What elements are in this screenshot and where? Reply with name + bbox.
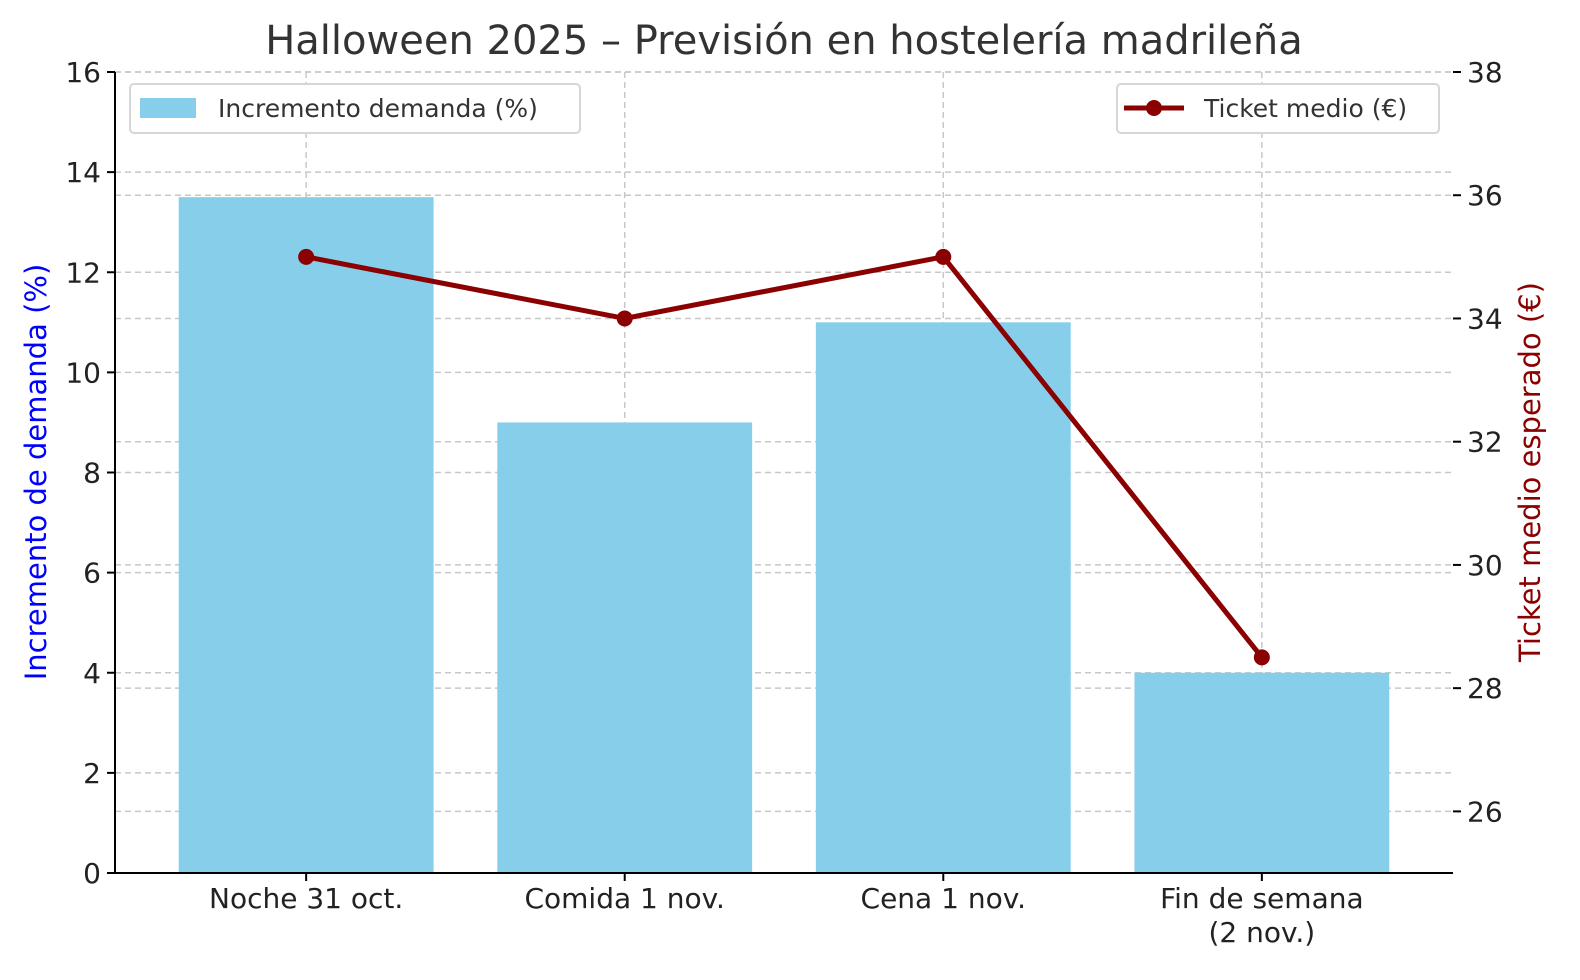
bar: [815, 322, 1071, 873]
legend-bar-label: Incremento demanda (%): [218, 94, 538, 123]
y2-tick-label: 38: [1467, 56, 1503, 89]
bars: [178, 197, 1390, 873]
bar: [178, 197, 434, 873]
y-tick-label: 16: [65, 56, 101, 89]
y2-tick-label: 32: [1467, 426, 1503, 459]
y-tick-label: 12: [65, 256, 101, 289]
y-tick-label: 6: [83, 557, 101, 590]
y-tick-label: 10: [65, 356, 101, 389]
line-point: [1253, 649, 1270, 666]
y-tick-label: 8: [83, 457, 101, 490]
legend-line-marker: [1146, 100, 1162, 116]
y2-tick-label: 26: [1467, 795, 1503, 828]
line-series: [298, 248, 1270, 666]
legend-line-label: Ticket medio (€): [1203, 94, 1407, 123]
line-path: [305, 254, 1264, 659]
x-tick-label: Fin de semana: [1160, 882, 1364, 915]
y2-axis-label: Ticket medio esperado (€): [1513, 282, 1547, 663]
x-tick-label: Cena 1 nov.: [861, 882, 1026, 915]
legend-bar: Incremento demanda (%): [129, 83, 581, 134]
y-tick-label: 14: [65, 156, 101, 189]
line-point: [298, 248, 315, 265]
legend-bar-swatch: [140, 98, 196, 118]
y-axis-label: Incremento de demanda (%): [19, 264, 53, 681]
axes: 0 2 4 6 8 10 12 14 16 26 28 30 32 34 36 38 Noche 31 oct.…: [65, 56, 1502, 949]
x-tick-label: (2 nov.): [1208, 916, 1315, 949]
y2-tick-label: 34: [1467, 302, 1503, 335]
bar: [497, 422, 753, 873]
y-tick-label: 2: [83, 757, 101, 790]
x-tick-label: Noche 31 oct.: [209, 882, 403, 915]
legend-line: Ticket medio (€): [1116, 83, 1440, 134]
line-point: [616, 310, 633, 327]
y-tick-label: 4: [83, 657, 101, 690]
y-tick-label: 0: [83, 857, 101, 890]
y2-tick-label: 30: [1467, 549, 1503, 582]
line-point: [935, 248, 952, 265]
chart-title: Halloween 2025 – Previsión en hostelería…: [265, 18, 1303, 64]
y2-tick-label: 36: [1467, 179, 1503, 212]
x-tick-label: Comida 1 nov.: [524, 882, 724, 915]
bar: [1134, 672, 1390, 873]
y2-tick-label: 28: [1467, 672, 1503, 705]
